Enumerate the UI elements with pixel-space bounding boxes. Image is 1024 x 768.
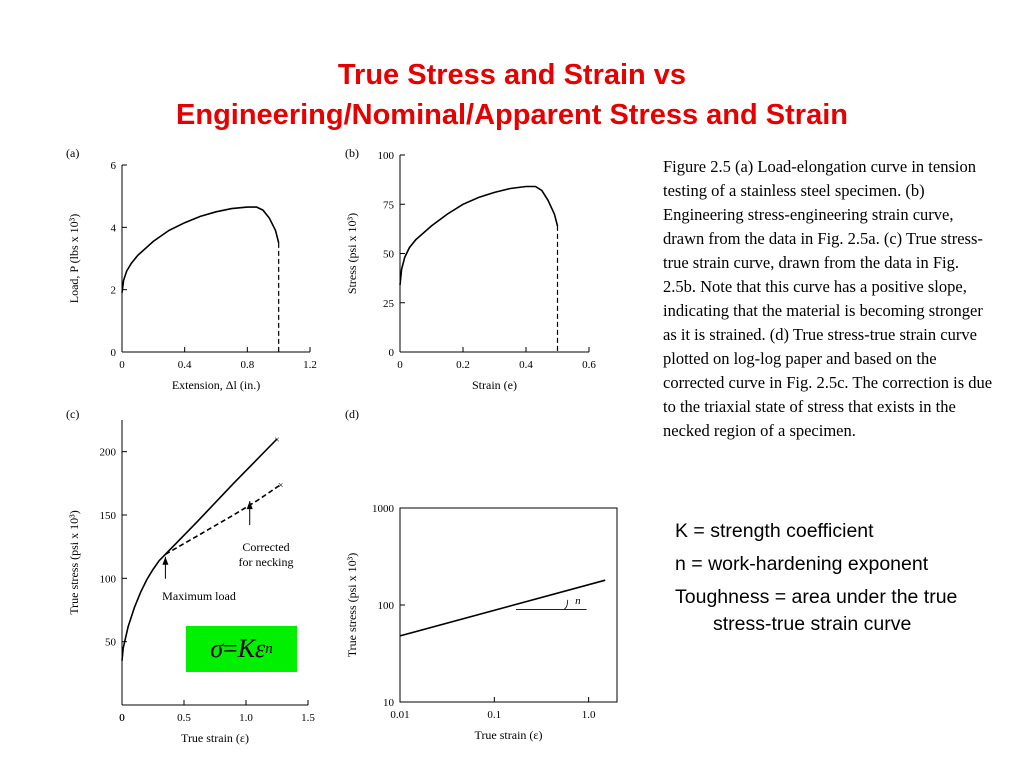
x-tick-label: 0 xyxy=(397,359,403,371)
y-tick-label: 100 xyxy=(378,600,395,612)
x-tick-label: 0.2 xyxy=(456,359,470,371)
y-axis-label: Stress (psi x 10³) xyxy=(345,213,359,294)
y-tick-label: 0 xyxy=(111,347,117,359)
x-tick-label: 1.2 xyxy=(303,359,317,371)
x-tick-label: 0.1 xyxy=(487,709,501,721)
y-axis-label: True stress (psi x 10³) xyxy=(345,553,359,658)
definition-n: n = work-hardening exponent xyxy=(675,553,929,575)
x-tick-label: 0 xyxy=(119,359,125,371)
formula-equals: = xyxy=(223,634,238,663)
definitions-list: K = strength coefficient n = work-harden… xyxy=(675,518,975,644)
x-tick-label: 1.0 xyxy=(239,712,253,724)
panel-label: (c) xyxy=(66,407,79,421)
formula-epsilon: ε xyxy=(255,634,266,663)
panel-label: (a) xyxy=(66,146,79,160)
data-curve xyxy=(121,206,280,293)
x-tick-label: 0.4 xyxy=(519,359,533,371)
definition-toughness: Toughness = area under the true stress-t… xyxy=(675,586,958,635)
x-axis-label: True strain (ε) xyxy=(181,731,249,745)
y-tick-label: 10 xyxy=(383,697,395,709)
x-tick-label: 0.01 xyxy=(390,709,409,721)
formula-sigma: σ xyxy=(210,634,224,663)
x-tick-label: 1.0 xyxy=(582,709,596,721)
x-axis-label: Extension, Δl (in.) xyxy=(172,378,260,392)
y-axis-label: True stress (psi x 10³) xyxy=(67,510,81,615)
y-axis-label: Load, P (lbs x 10³) xyxy=(67,214,81,303)
x-tick-label: 0.8 xyxy=(240,359,254,371)
slide-title-line-1: True Stress and Strain vs xyxy=(337,59,687,91)
x-tick-label: 1.5 xyxy=(301,712,315,724)
slide-title-line-2: Engineering/Nominal/Apparent Stress and … xyxy=(176,99,848,131)
formula-k: K xyxy=(237,634,256,663)
corrected-arrow-head xyxy=(246,501,253,510)
data-curve xyxy=(121,438,278,661)
fracture-mark: × xyxy=(274,435,280,446)
y-tick-label: 0 xyxy=(389,347,395,359)
corrected-annotation-line2: for necking xyxy=(239,555,294,569)
x-tick-label: 0 xyxy=(119,712,125,724)
slope-label: n xyxy=(575,595,581,607)
figure-caption: Figure 2.5 (a) Load-elongation curve in … xyxy=(663,157,993,440)
data-curve xyxy=(399,185,559,286)
definition-k: K = strength coefficient xyxy=(675,520,874,542)
y-tick-label: 25 xyxy=(383,298,395,310)
y-tick-label: 150 xyxy=(100,510,117,522)
x-tick-label: 0 xyxy=(119,712,125,724)
y-tick-label: 50 xyxy=(105,637,117,649)
y-tick-label: 50 xyxy=(383,249,395,261)
formula-exponent: n xyxy=(265,640,273,657)
x-tick-label: 0.6 xyxy=(582,359,596,371)
corrected-curve xyxy=(165,483,282,555)
max-load-annotation: Maximum load xyxy=(162,589,236,603)
x-axis-label: True strain (ε) xyxy=(475,728,543,742)
fracture-mark: × xyxy=(278,481,284,492)
y-tick-label: 4 xyxy=(111,222,117,234)
y-tick-label: 2 xyxy=(111,285,117,297)
y-tick-label: 100 xyxy=(100,573,117,585)
y-tick-label: 1000 xyxy=(372,503,395,515)
y-tick-label: 200 xyxy=(100,447,117,459)
corrected-annotation-line1: Corrected xyxy=(242,540,289,554)
y-tick-label: 100 xyxy=(378,150,395,162)
max-load-arrow-head xyxy=(162,556,169,565)
data-curve xyxy=(399,579,606,637)
panel-label: (b) xyxy=(345,146,359,160)
x-tick-label: 0.4 xyxy=(178,359,192,371)
y-tick-label: 75 xyxy=(383,199,395,211)
slope-arc xyxy=(563,599,569,610)
x-tick-label: 0.5 xyxy=(177,712,191,724)
plot-frame xyxy=(399,507,618,703)
x-axis-label: Strain (e) xyxy=(472,378,517,392)
panel-label: (d) xyxy=(345,407,359,421)
y-tick-label: 6 xyxy=(111,160,117,172)
